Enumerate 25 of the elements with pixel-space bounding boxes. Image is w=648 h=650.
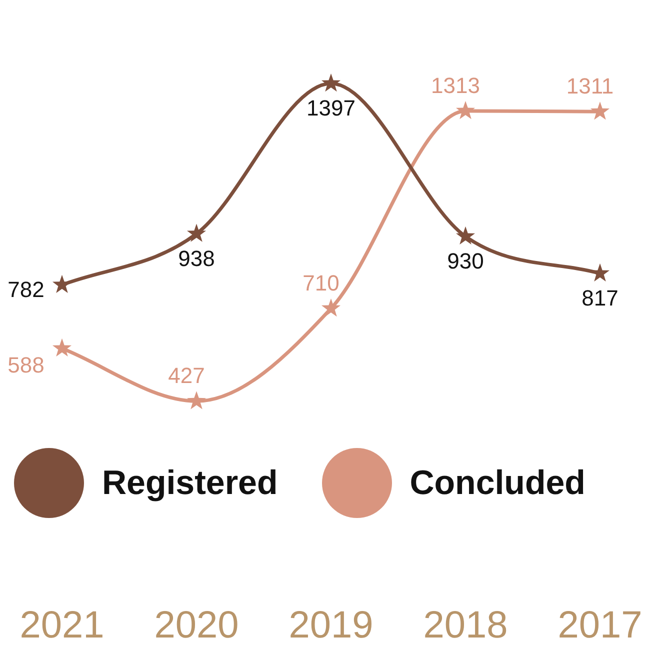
point	[456, 226, 476, 245]
point	[52, 338, 72, 357]
point	[186, 224, 206, 242]
x-tick-label: 2018	[423, 604, 508, 646]
data-label: 817	[582, 285, 618, 310]
data-label: 710	[302, 270, 340, 296]
data-label: 1397	[306, 96, 356, 121]
point	[456, 100, 476, 120]
x-tick-label: 2019	[288, 604, 374, 646]
data-label: 1313	[431, 73, 480, 98]
data-label: 588	[8, 352, 44, 378]
data-label: 1311	[566, 74, 614, 99]
legend-label: Registered	[102, 464, 278, 502]
data-label: 938	[178, 246, 215, 271]
data-label: 427	[168, 363, 205, 388]
data-label: 930	[447, 248, 484, 274]
point	[590, 102, 610, 120]
x-tick-label: 2021	[20, 604, 104, 646]
data-label: 782	[8, 276, 44, 302]
x-tick-label: 2017	[558, 604, 642, 646]
point	[186, 391, 206, 410]
point	[321, 73, 341, 92]
point	[321, 298, 341, 317]
legend-label: Concluded	[410, 464, 586, 502]
x-tick-label: 2020	[154, 604, 239, 646]
